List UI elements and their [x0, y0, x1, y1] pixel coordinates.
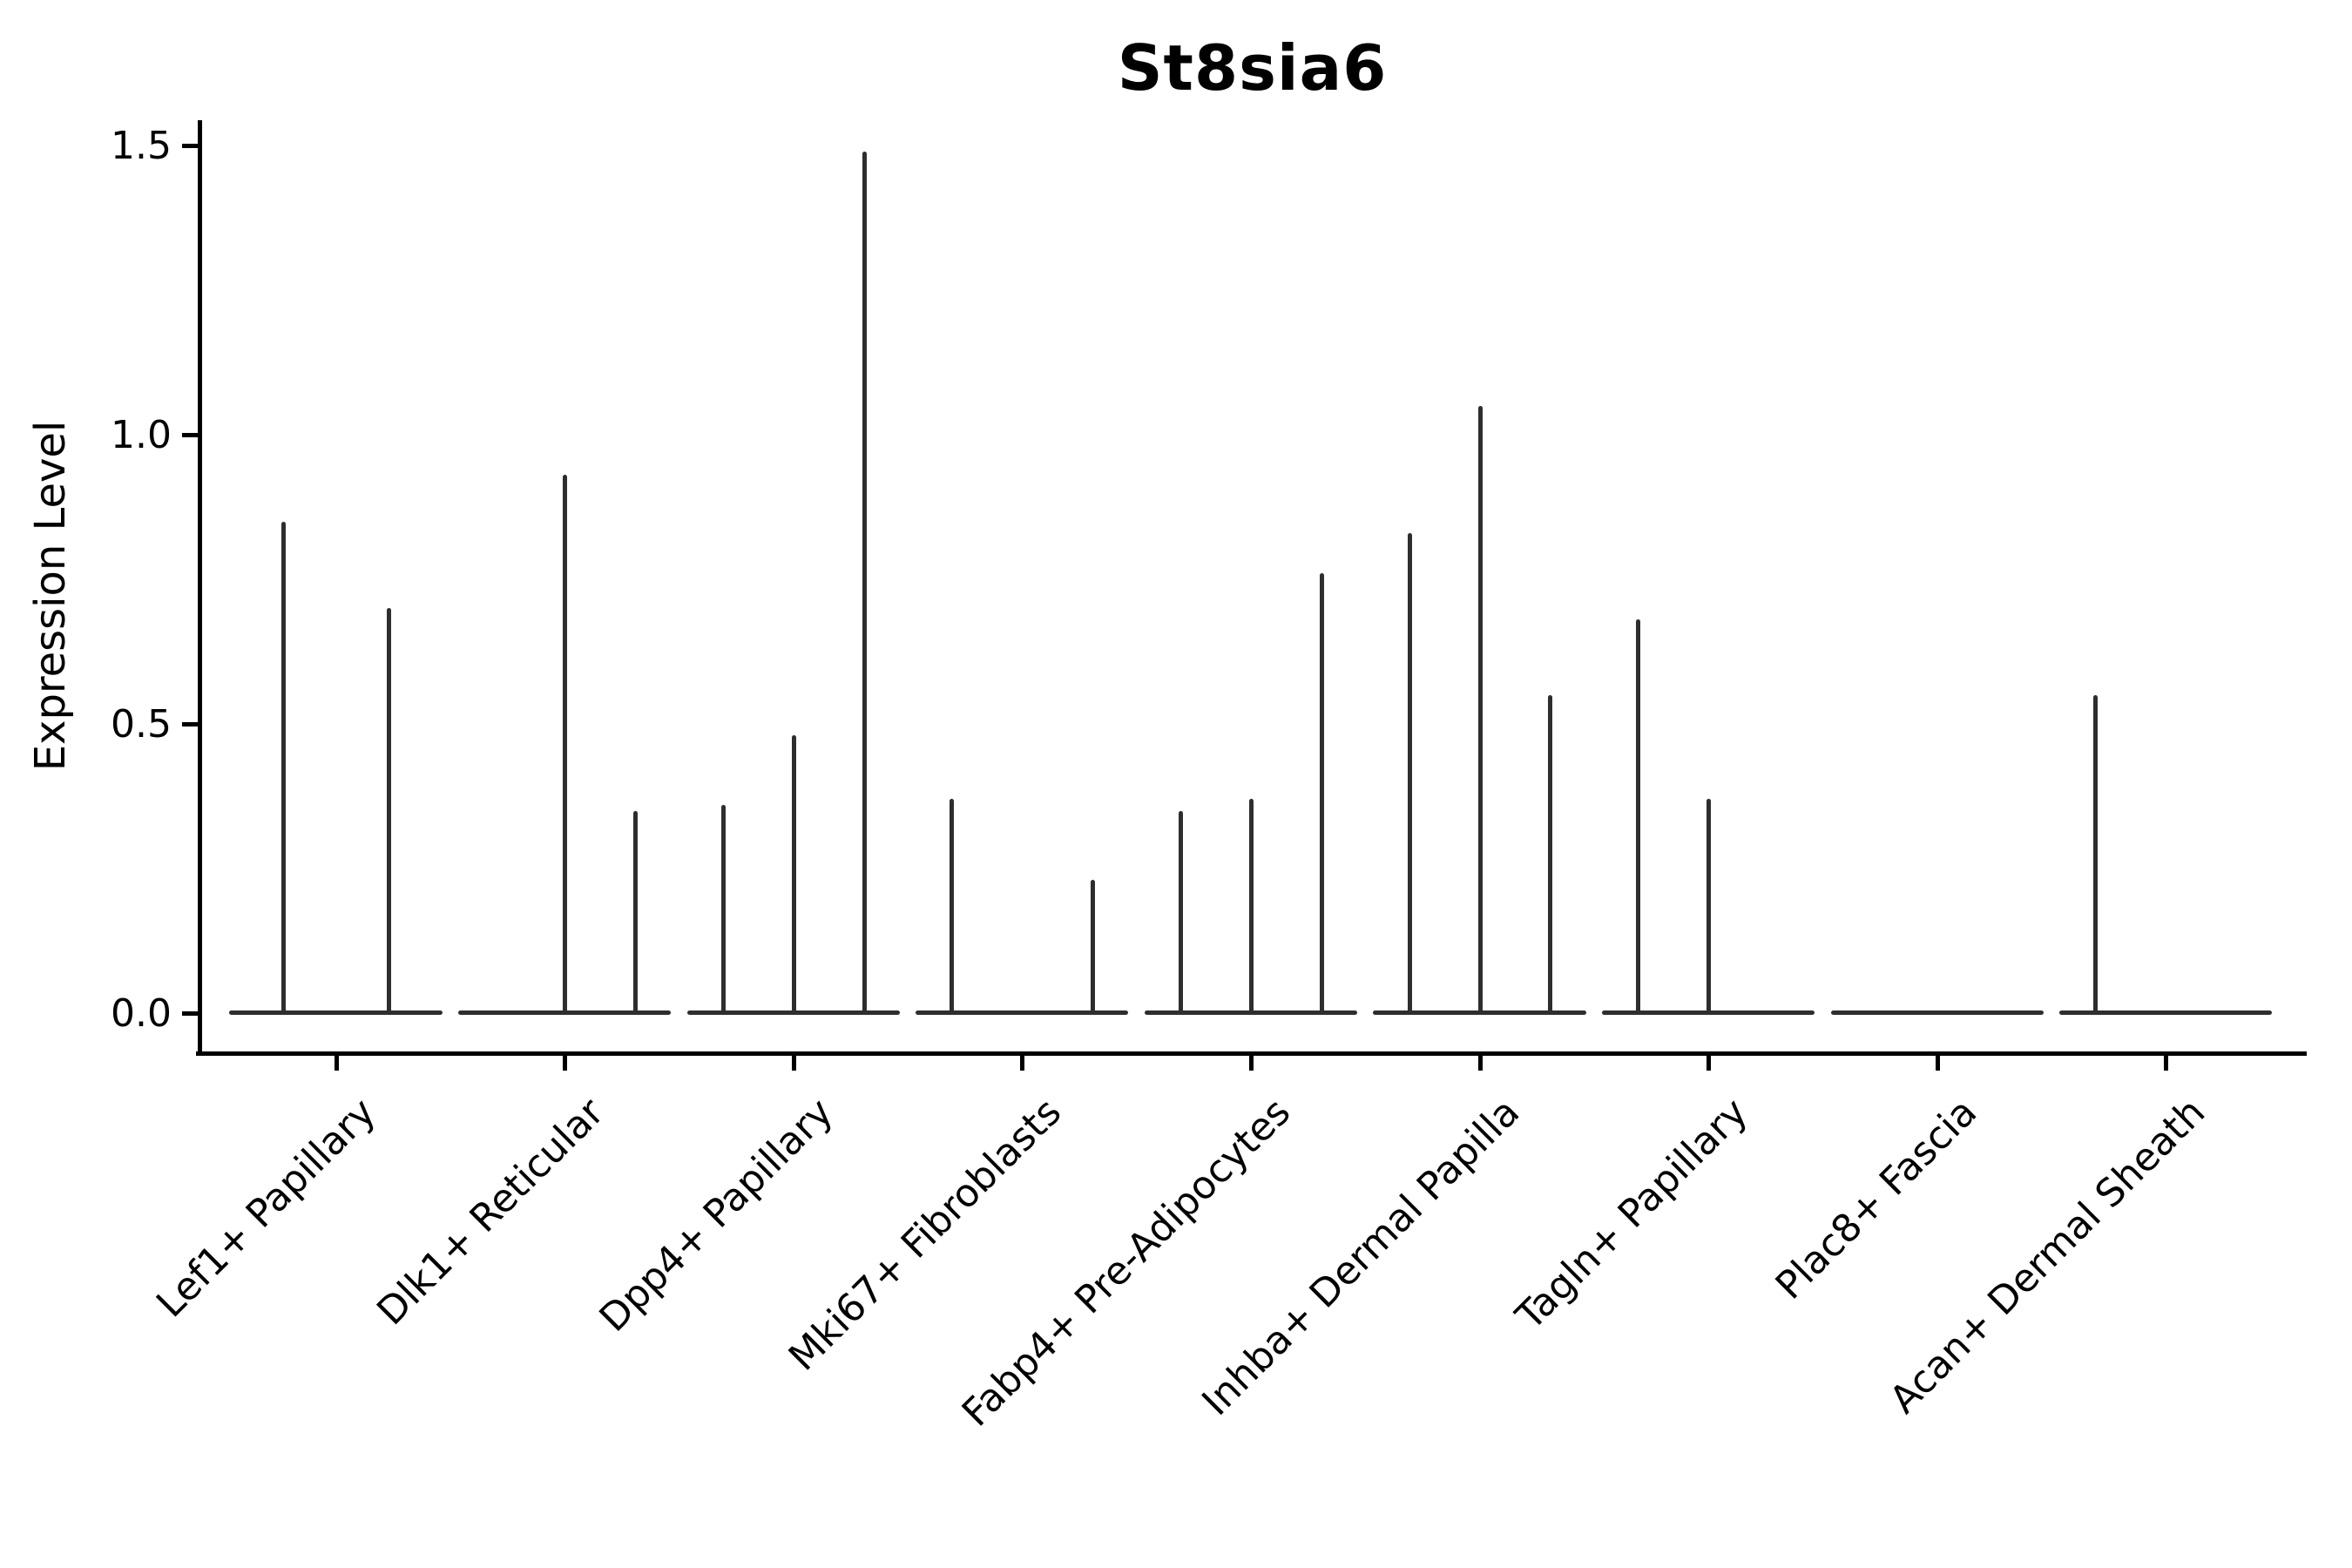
- violin-density-spike: [563, 475, 568, 1014]
- x-tick-mark: [2164, 1056, 2169, 1071]
- y-axis-label: Expression Level: [26, 420, 75, 772]
- violin-density-spike: [791, 735, 796, 1014]
- violin-density-spike: [1477, 405, 1483, 1014]
- y-tick-mark: [182, 433, 198, 437]
- violin-density-spike: [1636, 619, 1641, 1014]
- violin-zero-baseline: [916, 1010, 1129, 1015]
- x-axis-spine: [196, 1051, 2307, 1056]
- violin-zero-baseline: [2059, 1010, 2273, 1015]
- x-tick-mark: [1477, 1056, 1483, 1071]
- violin-density-spike: [862, 151, 867, 1014]
- y-tick-label: 0.0: [111, 991, 172, 1036]
- violin-density-spike: [387, 608, 392, 1014]
- x-category-label: Dlk1+ Reticular: [368, 1090, 613, 1335]
- x-category-label: Lef1+ Papillary: [147, 1090, 384, 1327]
- y-tick-label: 1.0: [111, 413, 172, 457]
- x-category-label: Dpp4+ Papillary: [591, 1090, 841, 1341]
- y-tick-mark: [182, 144, 198, 148]
- y-tick-mark: [182, 1011, 198, 1016]
- violin-density-spike: [1179, 810, 1184, 1014]
- violin-density-spike: [720, 804, 726, 1014]
- x-tick-mark: [1020, 1056, 1025, 1071]
- x-tick-mark: [1248, 1056, 1254, 1071]
- violin-zero-baseline: [229, 1010, 443, 1015]
- x-tick-mark: [791, 1056, 796, 1071]
- violin-density-spike: [280, 521, 286, 1014]
- x-category-label: Plac8+ Fascia: [1767, 1090, 1985, 1308]
- x-tick-mark: [563, 1056, 568, 1071]
- violin-density-spike: [1319, 573, 1324, 1014]
- y-axis-spine: [198, 120, 202, 1056]
- y-tick-label: 0.5: [111, 702, 172, 747]
- y-tick-label: 1.5: [111, 124, 172, 168]
- violin-zero-baseline: [1830, 1010, 2044, 1015]
- x-tick-mark: [1707, 1056, 1712, 1071]
- x-tick-mark: [1935, 1056, 1940, 1071]
- chart-title: St8sia6: [1117, 31, 1388, 105]
- violin-density-spike: [1548, 694, 1553, 1014]
- x-category-label: Tagln+ Papillary: [1507, 1090, 1757, 1339]
- violin-density-spike: [632, 810, 638, 1014]
- violin-density-spike: [1407, 532, 1412, 1014]
- x-tick-mark: [334, 1056, 339, 1071]
- violin-density-spike: [1707, 799, 1712, 1014]
- violin-density-spike: [1248, 799, 1254, 1014]
- y-tick-mark: [182, 722, 198, 727]
- violin-density-spike: [950, 799, 955, 1014]
- violin-density-spike: [2093, 694, 2099, 1014]
- violin-density-spike: [1091, 880, 1096, 1014]
